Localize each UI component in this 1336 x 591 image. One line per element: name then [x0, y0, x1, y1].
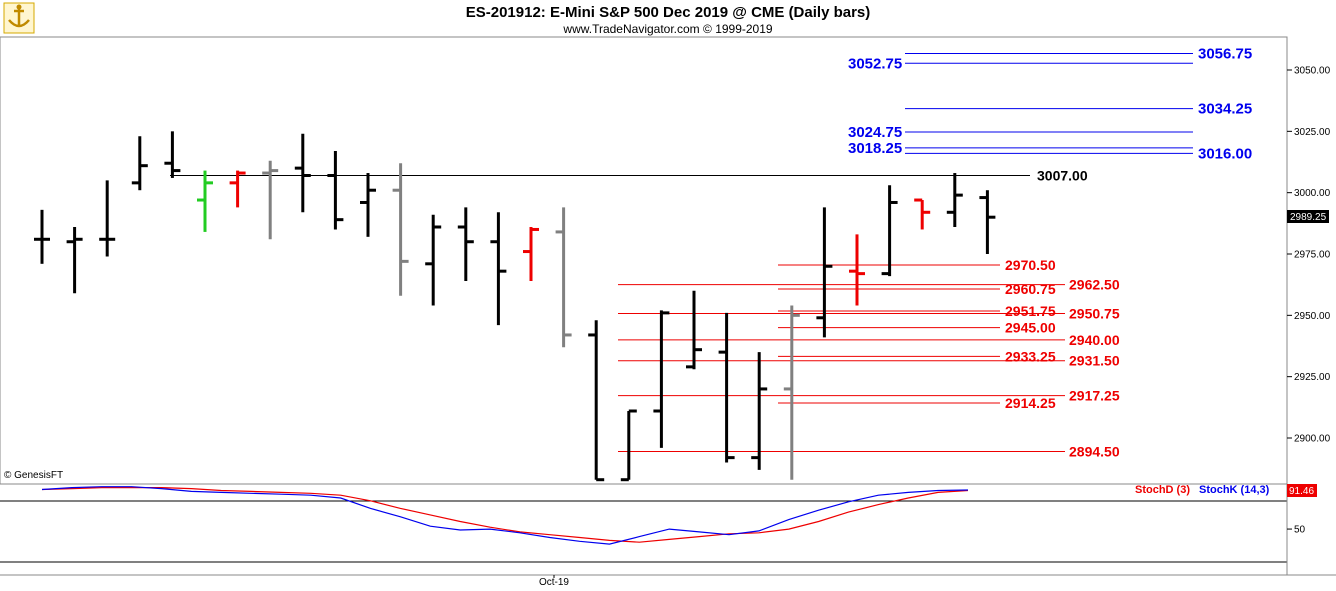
price-bars	[34, 131, 996, 482]
price-bar	[686, 290, 702, 370]
y-tick-label: 2900.00	[1294, 434, 1331, 445]
level-label: 3016.00	[1198, 145, 1252, 162]
anchor-logo-icon	[3, 2, 35, 34]
level-label: 2962.50	[1069, 277, 1120, 293]
header-background	[0, 0, 1336, 37]
price-bar	[979, 190, 996, 254]
price-bar	[523, 227, 539, 281]
chart-subtitle: www.TradeNavigator.com © 1999-2019	[562, 22, 772, 36]
level-label: 3018.25	[848, 140, 902, 157]
price-bar	[718, 312, 735, 463]
y-tick-label: 3050.00	[1294, 66, 1331, 77]
price-bar	[131, 136, 148, 191]
last-price-label: 2989.25	[1290, 212, 1327, 223]
price-bar	[360, 173, 376, 237]
level-label: 2950.75	[1069, 305, 1120, 321]
price-bar	[914, 198, 931, 230]
price-bar	[164, 131, 181, 178]
y-tick-label: 3000.00	[1294, 188, 1331, 199]
level-label: 3007.00	[1037, 167, 1088, 183]
y-tick-label: 3025.00	[1294, 127, 1331, 138]
level-label: 2940.00	[1069, 332, 1120, 348]
level-label: 2894.50	[1069, 443, 1120, 459]
price-bar	[392, 163, 409, 296]
stoch-last-label: 91.46	[1289, 486, 1314, 497]
y-tick-label: 2925.00	[1294, 372, 1331, 383]
level-label: 3056.75	[1198, 45, 1252, 62]
price-bar	[588, 320, 605, 482]
watermark: © GenesisFT	[4, 470, 63, 481]
price-bar	[99, 180, 116, 257]
level-label: 2960.75	[1005, 281, 1056, 297]
stoch-tick-label: 50	[1294, 525, 1306, 536]
price-bar	[555, 207, 572, 348]
level-label: 2945.00	[1005, 320, 1056, 336]
price-bar	[783, 305, 800, 480]
price-bar	[620, 409, 637, 482]
level-label: 3034.25	[1198, 101, 1252, 118]
price-bar	[946, 173, 963, 228]
stochastic-panel: 50	[41, 486, 1306, 545]
price-bar	[66, 227, 83, 294]
price-bar	[425, 214, 442, 306]
price-bar	[849, 234, 865, 306]
price-bar	[751, 352, 768, 470]
level-label: 2917.25	[1069, 388, 1120, 404]
date-axis: Oct-19	[539, 575, 569, 588]
price-bar	[262, 160, 279, 240]
level-label: 2951.75	[1005, 303, 1056, 319]
y-tick-label: 2950.00	[1294, 311, 1331, 322]
price-bar	[881, 185, 898, 277]
level-label: 3024.75	[848, 124, 902, 141]
stochd-legend: StochD (3)	[1135, 484, 1190, 496]
price-bar	[816, 207, 833, 338]
price-panel-frame	[0, 36, 1288, 485]
level-label: 2933.25	[1005, 348, 1056, 364]
price-bar	[457, 207, 474, 281]
level-label: 3052.75	[848, 55, 902, 72]
level-label: 2914.25	[1005, 395, 1056, 411]
stochk-legend: StochK (14,3)	[1199, 484, 1270, 496]
price-axis: 2900.00 2925.00 2950.00 2975.00 3000.00 3025.…	[1287, 66, 1331, 445]
price-bar	[490, 212, 507, 326]
stoch-last-badge	[1287, 484, 1317, 497]
price-bar	[294, 133, 311, 213]
price-bar	[229, 170, 246, 208]
price-bar	[327, 150, 344, 230]
price-bar	[197, 170, 213, 232]
chart-title: ES-201912: E-Mini S&P 500 Dec 2019 @ CME…	[466, 4, 871, 21]
stochd-line	[41, 487, 969, 543]
price-bar	[34, 209, 50, 264]
price-bar	[653, 310, 670, 448]
y-tick-label: 2975.00	[1294, 250, 1331, 261]
last-price-badge	[1287, 210, 1329, 223]
stochk-line	[41, 486, 969, 545]
x-tick-label: Oct-19	[539, 577, 569, 588]
level-label: 2970.50	[1005, 257, 1056, 273]
level-label: 2931.50	[1069, 353, 1120, 369]
